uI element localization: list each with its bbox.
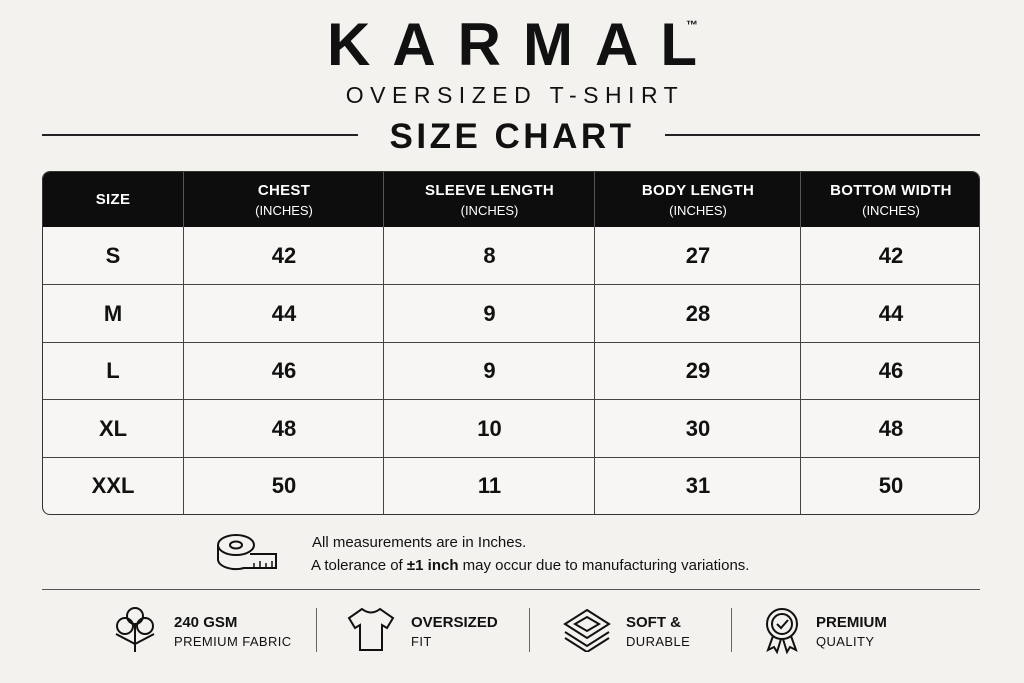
measurement-cell: 48 — [800, 399, 979, 458]
column-unit: (INCHES) — [669, 202, 727, 218]
feature-title: OVERSIZED — [411, 614, 498, 631]
column-label: SLEEVE LENGTH — [425, 181, 554, 199]
measurement-cell: 30 — [594, 399, 801, 458]
measurement-cell: 44 — [800, 284, 979, 343]
size-cell: L — [43, 341, 184, 400]
measurement-cell: 46 — [183, 341, 384, 401]
separator — [42, 589, 980, 590]
measurement-cell: 28 — [594, 284, 801, 343]
feature-subtitle: FIT — [411, 634, 432, 649]
layers-icon — [563, 608, 611, 652]
measurement-cell: 42 — [800, 227, 979, 286]
measurement-cell: 8 — [383, 227, 595, 286]
column-unit: (INCHES) — [862, 202, 920, 218]
column-label: CHEST — [257, 181, 311, 199]
note-text: may occur due to manufacturing variation… — [462, 557, 750, 574]
measurement-cell: 42 — [183, 227, 384, 286]
note: A tolerance of ±1 inch may occur due to … — [311, 557, 749, 574]
note: All measurements are in Inches. — [312, 534, 527, 551]
column-unit: (INCHES) — [460, 202, 519, 218]
feature-subtitle: DURABLE — [626, 634, 691, 649]
measurement-cell: 44 — [183, 284, 384, 343]
divider — [731, 608, 732, 652]
note-text: A tolerance of — [311, 557, 403, 574]
rule — [665, 134, 980, 136]
subtitle: OVERSIZED T-SHIRT — [345, 82, 685, 108]
badge-icon — [766, 608, 798, 654]
divider — [529, 608, 530, 652]
column-header: SLEEVE LENGTH (INCHES) — [383, 172, 595, 227]
title: SIZE CHART — [389, 117, 635, 156]
note-emphasis: ±1 inch — [406, 557, 459, 574]
size-table: SIZE CHEST (INCHES) SLEEVE LENGTH (INCHES) BO… — [42, 171, 980, 515]
column-header: SIZE — [43, 172, 184, 227]
measurement-cell: 48 — [183, 399, 384, 458]
column-label: BOTTOM WIDTH — [830, 181, 952, 199]
feature-title: SOFT & — [626, 614, 681, 631]
measurement-cell: 11 — [383, 456, 595, 514]
divider — [316, 608, 317, 652]
measurement-cell: 46 — [800, 341, 979, 401]
cotton-icon — [115, 607, 155, 652]
measurement-cell: 10 — [383, 399, 595, 458]
measurement-cell: 29 — [594, 341, 801, 401]
feature-subtitle: QUALITY — [816, 634, 875, 649]
size-cell: M — [43, 284, 184, 342]
column-label: SIZE — [95, 191, 131, 208]
size-cell: XL — [43, 399, 184, 457]
column-unit: (INCHES) — [255, 202, 313, 218]
size-cell: XXL — [43, 456, 184, 514]
feature-title: 240 GSM — [174, 614, 238, 631]
measurement-cell: 27 — [594, 227, 801, 286]
measurement-cell: 9 — [383, 284, 595, 343]
rule — [42, 134, 358, 136]
column-header: BOTTOM WIDTH (INCHES) — [800, 172, 979, 227]
measurement-cell: 31 — [594, 456, 801, 514]
size-cell: S — [105, 243, 121, 269]
feature-title: PREMIUM — [816, 614, 887, 631]
brand: KARMAL — [327, 11, 719, 78]
measurement-cell: 50 — [183, 456, 384, 514]
measurement-cell: 50 — [800, 456, 979, 514]
column-header: CHEST (INCHES) — [183, 172, 384, 227]
tape-icon — [217, 534, 277, 571]
feature-subtitle: PREMIUM FABRIC — [174, 634, 292, 649]
column-header: BODY LENGTH (INCHES) — [594, 172, 801, 227]
measurement-cell: 9 — [383, 341, 595, 401]
trademark: ™ — [686, 18, 698, 32]
tshirt-icon — [347, 607, 395, 651]
column-label: BODY LENGTH — [641, 181, 755, 199]
